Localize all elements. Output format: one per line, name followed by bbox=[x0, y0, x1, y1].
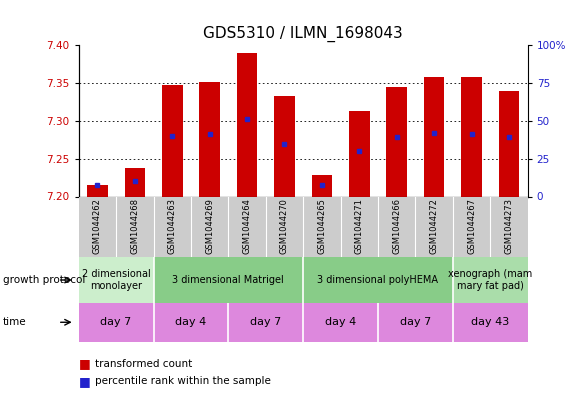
Text: GSM1044266: GSM1044266 bbox=[392, 198, 401, 254]
Bar bbox=[378, 303, 453, 342]
Text: growth protocol: growth protocol bbox=[3, 275, 85, 285]
Text: GSM1044264: GSM1044264 bbox=[243, 198, 251, 253]
Bar bbox=[303, 303, 378, 342]
Bar bbox=[303, 257, 453, 303]
Bar bbox=[153, 257, 303, 303]
Text: GSM1044270: GSM1044270 bbox=[280, 198, 289, 253]
Bar bbox=[453, 257, 528, 303]
Bar bbox=[87, 185, 108, 196]
Text: GSM1044262: GSM1044262 bbox=[93, 198, 102, 253]
Bar bbox=[498, 91, 519, 196]
Text: GSM1044265: GSM1044265 bbox=[317, 198, 326, 253]
Bar bbox=[79, 257, 153, 303]
Text: GSM1044267: GSM1044267 bbox=[467, 198, 476, 254]
Text: xenograph (mam
mary fat pad): xenograph (mam mary fat pad) bbox=[448, 269, 532, 291]
Bar bbox=[162, 85, 182, 196]
Text: ■: ■ bbox=[79, 357, 90, 370]
Text: GSM1044273: GSM1044273 bbox=[504, 198, 514, 254]
Text: 2 dimensional
monolayer: 2 dimensional monolayer bbox=[82, 269, 150, 291]
Text: GSM1044268: GSM1044268 bbox=[131, 198, 139, 254]
Bar bbox=[387, 87, 407, 196]
Bar bbox=[461, 77, 482, 196]
Text: GSM1044263: GSM1044263 bbox=[168, 198, 177, 254]
Text: percentile rank within the sample: percentile rank within the sample bbox=[95, 376, 271, 386]
Text: day 4: day 4 bbox=[325, 317, 356, 327]
Text: GSM1044272: GSM1044272 bbox=[430, 198, 438, 253]
Text: 3 dimensional polyHEMA: 3 dimensional polyHEMA bbox=[318, 275, 438, 285]
Text: day 7: day 7 bbox=[400, 317, 431, 327]
Text: 3 dimensional Matrigel: 3 dimensional Matrigel bbox=[173, 275, 285, 285]
Text: time: time bbox=[3, 317, 27, 327]
Title: GDS5310 / ILMN_1698043: GDS5310 / ILMN_1698043 bbox=[203, 26, 403, 42]
Text: GSM1044269: GSM1044269 bbox=[205, 198, 214, 253]
Bar bbox=[153, 303, 229, 342]
Bar bbox=[79, 303, 153, 342]
Bar bbox=[274, 96, 295, 196]
Bar bbox=[229, 303, 303, 342]
Bar bbox=[237, 53, 257, 196]
Text: day 4: day 4 bbox=[175, 317, 206, 327]
Bar bbox=[199, 81, 220, 196]
Bar bbox=[311, 175, 332, 196]
Bar bbox=[349, 111, 370, 196]
Bar bbox=[125, 168, 145, 196]
Bar bbox=[424, 77, 444, 196]
Text: ■: ■ bbox=[79, 375, 90, 388]
Text: day 7: day 7 bbox=[100, 317, 132, 327]
Text: day 7: day 7 bbox=[250, 317, 282, 327]
Text: transformed count: transformed count bbox=[95, 358, 192, 369]
Text: day 43: day 43 bbox=[471, 317, 510, 327]
Text: GSM1044271: GSM1044271 bbox=[355, 198, 364, 253]
Bar bbox=[453, 303, 528, 342]
